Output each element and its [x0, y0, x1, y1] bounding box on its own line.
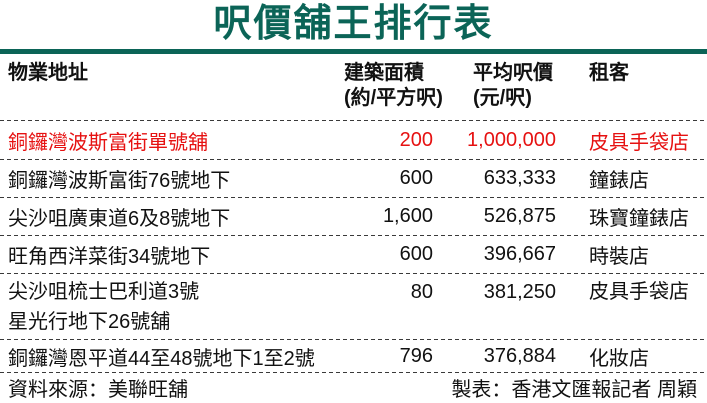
table-row-6: 銅鑼灣恩平道44至48號地下1至2號 796 376,884 化妝店: [0, 340, 707, 372]
dashed-divider: [0, 372, 707, 373]
address-cell: 銅鑼灣波斯富街單號舖: [8, 131, 208, 154]
table-footer: 資料來源：美聯旺舖 製表：香港文匯報記者 周穎: [0, 373, 707, 403]
tenant-cell: 鐘錶店: [589, 170, 649, 192]
dashed-divider: [0, 197, 707, 198]
header-price-unit: (元/呎): [473, 87, 532, 109]
price-cell: 1,000,000: [467, 128, 556, 151]
dashed-divider: [0, 273, 707, 274]
header-area-label: 建築面積: [344, 62, 424, 84]
header-price-label: 平均呎價: [473, 62, 553, 84]
address-cell: 尖沙咀廣東道6及8號地下: [8, 208, 231, 230]
header-price: 平均呎價 (元/呎): [433, 61, 556, 111]
address-cell: 旺角西洋菜街34號地下: [8, 246, 211, 268]
dashed-divider: [0, 159, 707, 160]
price-cell: 526,875: [483, 205, 556, 227]
tenant-cell: 皮具手袋店: [589, 281, 689, 303]
area-cell: 1,600: [382, 205, 433, 227]
table-row-1: 銅鑼灣波斯富街單號舖 200 1,000,000 皮具手袋店: [0, 121, 707, 159]
tenant-cell: 皮具手袋店: [589, 131, 689, 154]
area-cell: 796: [399, 344, 433, 367]
tenant-cell: 化妝店: [589, 347, 649, 370]
header-tenant: 租客: [589, 62, 629, 84]
area-cell: 200: [399, 128, 433, 151]
table-row-5: 尖沙咀梳士巴利道3號 星光行地下26號舖 80 381,250 皮具手袋店: [0, 274, 707, 339]
dashed-divider: [0, 120, 707, 121]
price-cell: 396,667: [483, 243, 556, 265]
credit-note: 製表：香港文匯報記者 周穎: [451, 379, 697, 401]
header-area-unit: (約/平方呎): [344, 87, 443, 109]
address-cell: 尖沙咀梳士巴利道3號 星光行地下26號舖: [8, 281, 200, 333]
header-area: 建築面積 (約/平方呎): [335, 61, 443, 111]
source-note: 資料來源：美聯旺舖: [8, 379, 188, 401]
table-row-3: 尖沙咀廣東道6及8號地下 1,600 526,875 珠寶鐘錶店: [0, 198, 707, 235]
area-cell: 80: [410, 281, 433, 303]
area-cell: 600: [399, 167, 433, 189]
address-cell: 銅鑼灣恩平道44至48號地下1至2號: [8, 347, 315, 370]
dashed-divider: [0, 235, 707, 236]
price-cell: 381,250: [483, 281, 556, 303]
header-address: 物業地址: [8, 62, 88, 84]
address-cell: 銅鑼灣波斯富街76號地下: [8, 170, 231, 192]
table-row-4: 旺角西洋菜街34號地下 600 396,667 時裝店: [0, 236, 707, 273]
price-cell: 376,884: [483, 344, 556, 367]
table-header-row: 物業地址 建築面積 (約/平方呎) 平均呎價 (元/呎) 租客: [0, 54, 707, 120]
tenant-cell: 珠寶鐘錶店: [589, 208, 689, 230]
tenant-cell: 時裝店: [589, 246, 649, 268]
table-row-2: 銅鑼灣波斯富街76號地下 600 633,333 鐘錶店: [0, 160, 707, 197]
dashed-divider: [0, 339, 707, 340]
price-cell: 633,333: [483, 167, 556, 189]
area-cell: 600: [399, 243, 433, 265]
page-title: 呎價舖王排行表: [213, 3, 494, 45]
title-rule-divider: [0, 49, 707, 54]
